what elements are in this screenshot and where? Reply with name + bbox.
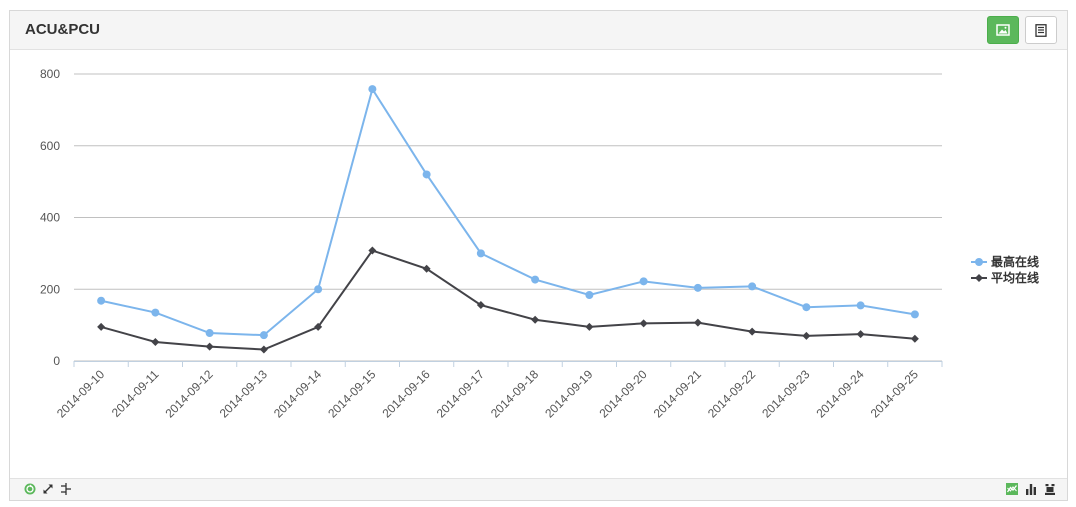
refresh-icon[interactable] (24, 483, 36, 495)
data-point (368, 246, 377, 255)
tree-icon[interactable] (60, 483, 72, 495)
x-tick-label: 2014-09-17 (434, 367, 488, 421)
x-tick-label: 2014-09-14 (271, 367, 325, 421)
data-point (314, 322, 323, 331)
image-icon (996, 24, 1010, 36)
data-point (639, 277, 648, 286)
data-point (531, 315, 540, 324)
data-point (314, 285, 323, 294)
data-point (476, 301, 485, 310)
x-tick-label: 2014-09-20 (596, 367, 650, 421)
legend-label: 平均在线 (991, 270, 1039, 285)
chart-panel: ACU&PCU 0 200 400 600 800 2014-09-10 2014-09-1… (9, 10, 1068, 501)
chart-view-button[interactable] (987, 16, 1019, 44)
x-tick-label: 2014-09-19 (542, 367, 596, 421)
y-tick-label: 400 (40, 211, 60, 225)
legend-label: 最高在线 (991, 254, 1039, 269)
x-tick-label: 2014-09-23 (759, 367, 813, 421)
data-point (585, 322, 594, 331)
line-chart-icon[interactable] (1006, 483, 1018, 495)
data-point (856, 330, 865, 339)
data-point (259, 345, 268, 354)
series-line (100, 249, 915, 351)
data-point (151, 308, 160, 317)
x-tick-label: 2014-09-11 (109, 367, 162, 420)
y-tick-label: 600 (40, 139, 60, 153)
data-point (422, 264, 431, 273)
y-tick-label: 200 (40, 282, 60, 296)
data-point (97, 296, 106, 305)
list-icon (1035, 23, 1047, 37)
data-point (476, 249, 485, 258)
data-point (585, 290, 594, 299)
data-point (531, 275, 540, 284)
data-point (422, 170, 431, 179)
x-tick-label: 2014-09-10 (54, 367, 108, 421)
data-point (639, 319, 648, 328)
panel-header: ACU&PCU (10, 11, 1067, 50)
y-tick-label: 800 (40, 67, 60, 81)
data-point (205, 342, 214, 351)
data-point (693, 283, 702, 292)
data-point (802, 331, 811, 340)
x-tick-label: 2014-09-12 (162, 367, 216, 421)
data-point (205, 329, 214, 338)
x-tick-label: 2014-09-15 (325, 367, 379, 421)
legend-marker (975, 258, 983, 266)
data-point (97, 322, 106, 331)
x-tick-label: 2014-09-21 (651, 367, 705, 421)
x-tick-label: 2014-09-22 (705, 367, 759, 421)
data-point (748, 327, 757, 336)
stack-icon[interactable] (1044, 483, 1056, 495)
data-point (693, 318, 702, 327)
data-point (151, 337, 160, 346)
legend-marker (975, 274, 983, 282)
data-point (368, 85, 377, 94)
data-point (802, 303, 811, 312)
x-tick-label: 2014-09-16 (379, 367, 433, 421)
bar-chart-icon[interactable] (1025, 483, 1037, 495)
data-point (259, 331, 268, 340)
table-view-button[interactable] (1025, 16, 1057, 44)
x-tick-label: 2014-09-13 (217, 367, 271, 421)
y-tick-label: 0 (53, 354, 60, 368)
data-point (910, 310, 919, 319)
series-line (100, 86, 916, 337)
x-tick-label: 2014-09-18 (488, 367, 542, 421)
x-tick-label: 2014-09-24 (813, 367, 867, 421)
data-point (748, 282, 757, 291)
data-point (910, 334, 919, 343)
expand-icon[interactable] (42, 483, 54, 495)
data-point (856, 301, 865, 310)
panel-footer (10, 478, 1067, 500)
chart-area: 0 200 400 600 800 2014-09-10 2014-09-11 2014-09… (10, 50, 1067, 480)
x-tick-label: 2014-09-25 (868, 367, 922, 421)
panel-title: ACU&PCU (25, 21, 100, 38)
